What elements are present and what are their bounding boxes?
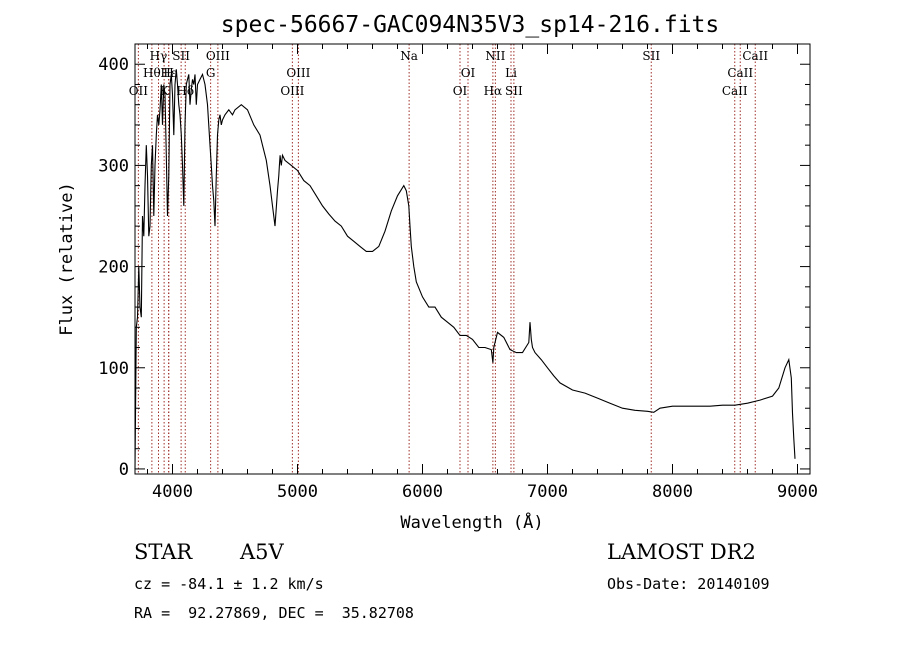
- spectral-line-label: SII: [642, 49, 660, 63]
- spectral-line-label: OII: [129, 84, 149, 98]
- spectral-class: A5V: [240, 540, 284, 564]
- x-tick-label: 7000: [527, 482, 568, 502]
- spectral-line-markers: [137, 44, 756, 474]
- axis-ticks: 4000 5000 6000 7000 8000 9000 0 100 200 300 400: [98, 44, 818, 502]
- x-tick-label: 5000: [277, 482, 318, 502]
- spectral-line-label: CaII: [742, 49, 768, 63]
- y-tick-label: 0: [119, 460, 129, 480]
- spectral-line-label: Na: [400, 49, 418, 63]
- spectral-line-label: Li: [505, 66, 517, 80]
- spectral-line-label: SII: [172, 49, 190, 63]
- spectral-line-label: Hθ: [143, 66, 161, 80]
- survey-name: LAMOST DR2: [607, 540, 756, 564]
- coordinates: RA = 92.27869, DEC = 35.82708: [134, 604, 414, 622]
- spectral-line-label: OI: [461, 66, 476, 80]
- x-tick-label: 4000: [152, 482, 193, 502]
- spectral-line-label: CaII: [727, 66, 753, 80]
- y-tick-label: 100: [98, 359, 129, 379]
- spectral-line-label: Hγ: [150, 49, 168, 63]
- flux-series-line: [134, 69, 796, 469]
- spectral-line-label: OIII: [280, 84, 304, 98]
- chart-title: spec-56667-GAC094N35V3_sp14-216.fits: [221, 12, 720, 38]
- y-tick-label: 300: [98, 156, 129, 176]
- redshift-cz: cz = -84.1 ± 1.2 km/s: [134, 575, 324, 593]
- spectral-line-label: G: [206, 66, 216, 80]
- y-tick-label: 400: [98, 55, 129, 75]
- object-type: STAR: [134, 540, 193, 564]
- x-tick-label: 8000: [652, 482, 693, 502]
- spectral-line-label: SII: [505, 84, 523, 98]
- x-tick-label: 6000: [402, 482, 443, 502]
- y-tick-label: 200: [98, 258, 129, 278]
- x-axis-label: Wavelength (Å): [400, 511, 543, 533]
- x-tick-label: 9000: [777, 482, 818, 502]
- spectral-line-label: NII: [485, 49, 505, 63]
- spectral-line-label: Hε: [160, 66, 177, 80]
- spectral-line-label: H: [163, 66, 173, 80]
- spectral-line-label: OI: [453, 84, 468, 98]
- spectral-line-label: Hα: [484, 84, 503, 98]
- spectral-line-label: OIII: [206, 49, 230, 63]
- y-axis-label: Flux (relative): [57, 182, 77, 336]
- spectral-line-label: CaII: [722, 84, 748, 98]
- spectral-line-label: OIII: [286, 66, 310, 80]
- observation-date: Obs-Date: 20140109: [607, 575, 770, 593]
